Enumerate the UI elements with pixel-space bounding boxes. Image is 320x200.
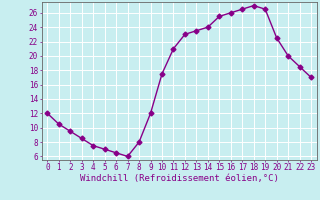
X-axis label: Windchill (Refroidissement éolien,°C): Windchill (Refroidissement éolien,°C): [80, 174, 279, 183]
